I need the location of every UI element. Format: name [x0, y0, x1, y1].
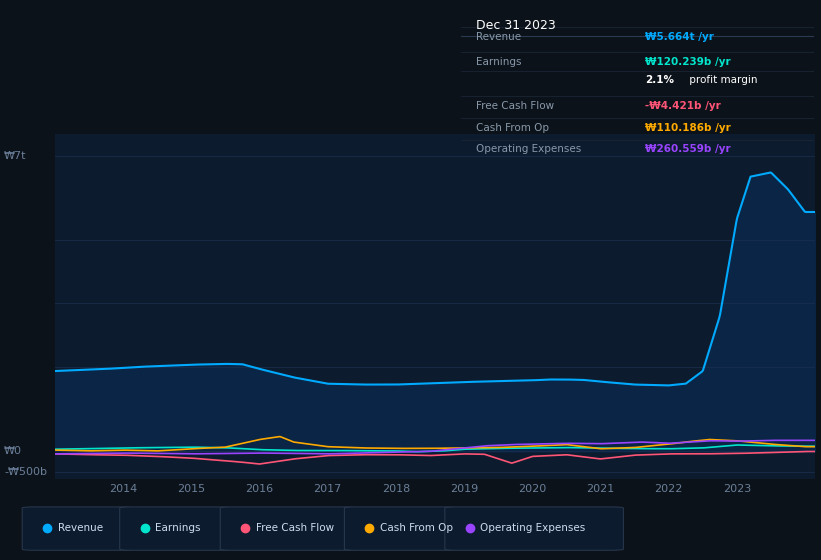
Text: Free Cash Flow: Free Cash Flow [475, 101, 553, 110]
Text: Earnings: Earnings [155, 523, 200, 533]
Text: Operating Expenses: Operating Expenses [475, 144, 580, 155]
Text: Operating Expenses: Operating Expenses [480, 523, 585, 533]
Text: profit margin: profit margin [686, 76, 757, 86]
Text: -₩500b: -₩500b [4, 468, 47, 478]
Text: ₩0: ₩0 [4, 446, 22, 456]
Text: Revenue: Revenue [475, 31, 521, 41]
Text: ₩260.559b /yr: ₩260.559b /yr [645, 144, 731, 155]
FancyBboxPatch shape [445, 507, 623, 550]
FancyBboxPatch shape [120, 507, 232, 550]
Text: Dec 31 2023: Dec 31 2023 [475, 19, 555, 32]
Text: ₩7t: ₩7t [4, 151, 26, 161]
Text: Free Cash Flow: Free Cash Flow [255, 523, 334, 533]
FancyBboxPatch shape [344, 507, 456, 550]
Text: -₩4.421b /yr: -₩4.421b /yr [645, 101, 721, 110]
Text: ₩120.239b /yr: ₩120.239b /yr [645, 57, 731, 67]
Text: Earnings: Earnings [475, 57, 521, 67]
FancyBboxPatch shape [220, 507, 356, 550]
Text: 2.1%: 2.1% [645, 76, 674, 86]
Text: Cash From Op: Cash From Op [380, 523, 453, 533]
Text: Revenue: Revenue [57, 523, 103, 533]
Text: ₩110.186b /yr: ₩110.186b /yr [645, 123, 731, 133]
Text: Cash From Op: Cash From Op [475, 123, 548, 133]
FancyBboxPatch shape [22, 507, 133, 550]
Text: ₩5.664t /yr: ₩5.664t /yr [645, 31, 713, 41]
